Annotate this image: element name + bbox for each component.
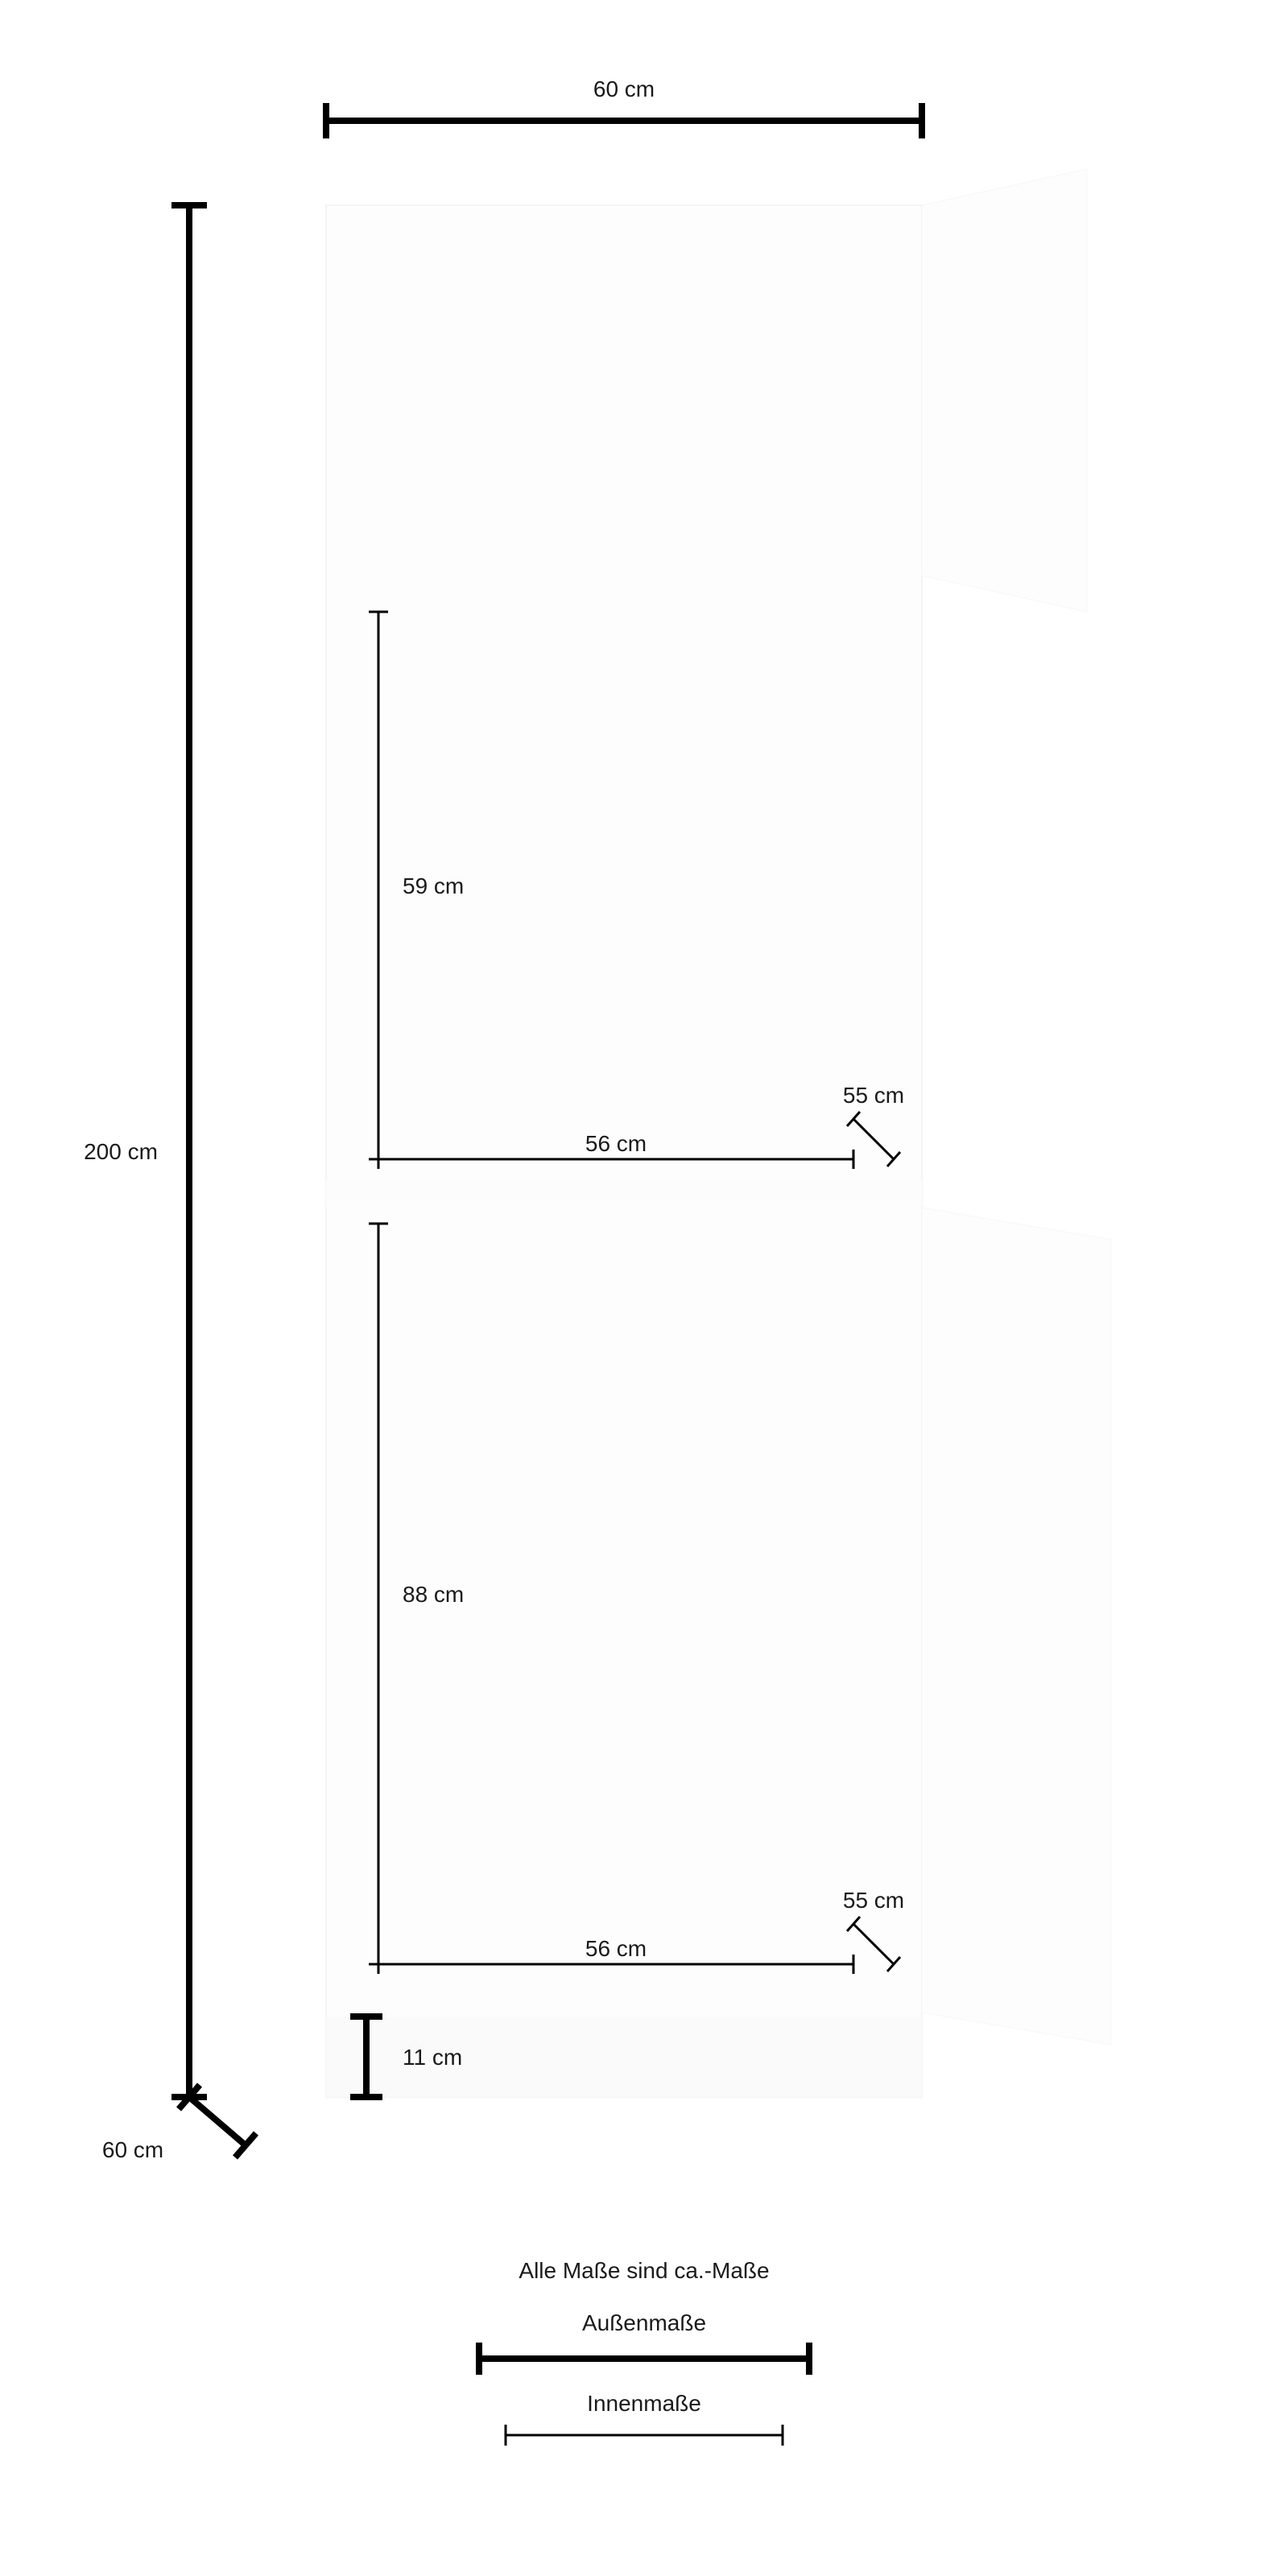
dim-outer-height: 200 cm	[84, 205, 207, 2097]
legend-note: Alle Maße sind ca.-Maße	[519, 2258, 769, 2283]
dim-plinth-height-label: 11 cm	[403, 2045, 462, 2070]
dim-upper-width-label: 56 cm	[585, 1131, 647, 1156]
legend-inner-bar	[506, 2425, 783, 2446]
dim-outer-depth-label: 60 cm	[102, 2137, 163, 2162]
dim-outer-width: 60 cm	[326, 76, 922, 138]
dim-outer-height-label: 200 cm	[84, 1139, 158, 1164]
legend: Alle Maße sind ca.-Maße Außenmaße Innenm…	[479, 2258, 809, 2446]
dim-lower-width-label: 56 cm	[585, 1936, 647, 1961]
legend-outer-bar	[479, 2343, 809, 2375]
dim-lower-depth-label: 55 cm	[843, 1888, 904, 1913]
legend-outer-label: Außenmaße	[582, 2310, 706, 2335]
dim-lower-height-label: 88 cm	[403, 1582, 464, 1607]
legend-inner-label: Innenmaße	[587, 2391, 701, 2416]
cabinet-silhouette	[326, 169, 1111, 2097]
dim-upper-height-label: 59 cm	[403, 873, 464, 898]
dim-outer-width-label: 60 cm	[593, 76, 655, 101]
dim-upper-depth-label: 55 cm	[843, 1083, 904, 1108]
